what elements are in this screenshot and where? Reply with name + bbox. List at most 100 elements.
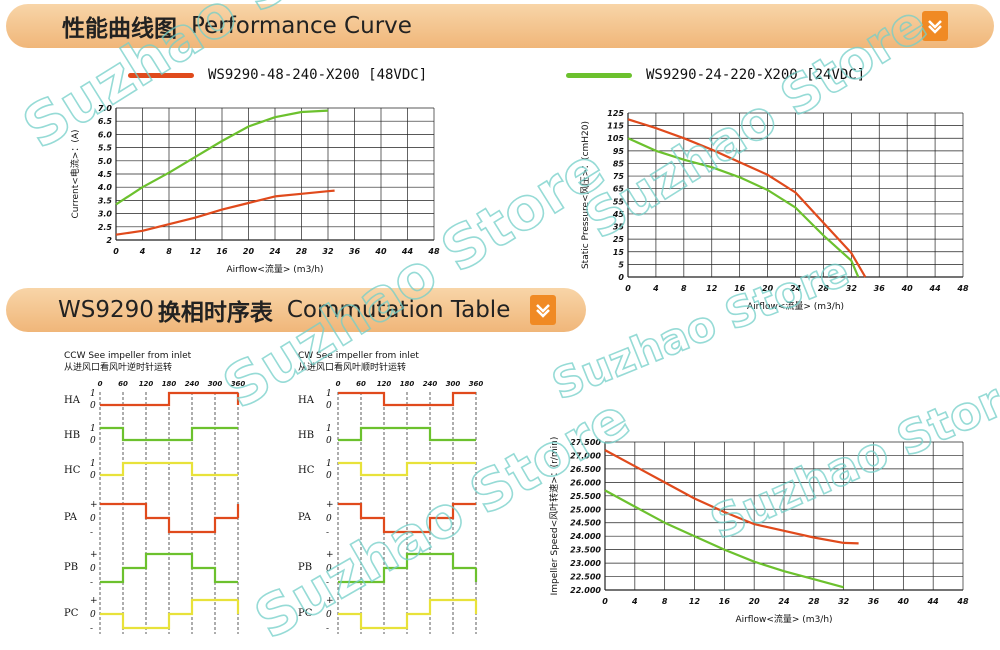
level-label: + [326, 500, 334, 510]
x-tick-label: 16 [734, 284, 746, 293]
signal-name: HA [64, 395, 81, 406]
y-tick-label: 25.000 [570, 505, 601, 514]
waveform-hb [338, 426, 476, 442]
degree-label: 60 [356, 380, 366, 388]
x-tick-label: 36 [868, 597, 880, 606]
y-tick-label: 2 [106, 236, 112, 245]
series-line-48vdc [627, 118, 867, 278]
legend-swatch-48vdc [128, 72, 194, 78]
degree-label: 300 [446, 380, 461, 388]
y-tick-label: 27.000 [570, 451, 601, 460]
level-label: 0 [90, 514, 96, 524]
waveform-hc [100, 461, 238, 477]
legend-label-48vdc: WS9290-48-240-X200 [48VDC] [208, 67, 428, 83]
series-line-48vdc [604, 449, 859, 545]
x-tick-label: 0 [625, 284, 631, 293]
series-line-48vdc [115, 189, 335, 236]
y-tick-label: 6.5 [98, 117, 113, 126]
y-tick-label: 65 [613, 185, 625, 194]
level-label: - [326, 528, 329, 538]
x-tick-label: 20 [762, 284, 774, 293]
series-line-24vdc [604, 489, 844, 589]
y-tick-label: 25 [613, 235, 625, 244]
x-tick-label: 44 [929, 284, 942, 293]
level-label: 0 [326, 471, 332, 481]
signal-name: HC [64, 465, 81, 476]
y-tick-label: 5.5 [98, 144, 113, 153]
degree-label: 0 [98, 380, 103, 388]
waveform-pa [338, 502, 476, 534]
level-label: + [90, 500, 98, 510]
x-axis-label: Airflow<流量> (m3/h) [226, 263, 323, 275]
x-axis-label: Airflow<流量> (m3/h) [747, 300, 844, 312]
timing-title: CW See impeller from inlet [298, 351, 419, 361]
y-tick-label: 85 [613, 159, 625, 168]
timing-subtitle: 从进风口看风叶逆时针运转 [64, 361, 172, 373]
degree-label: 180 [162, 380, 177, 388]
x-tick-label: 48 [956, 284, 969, 293]
x-tick-label: 4 [631, 597, 638, 606]
level-label: 1 [326, 424, 332, 434]
degree-label: 0 [336, 380, 341, 388]
x-tick-label: 28 [818, 284, 830, 293]
timing-title: CCW See impeller from inlet [64, 351, 192, 361]
y-tick-label: 55 [613, 197, 625, 206]
level-label: 1 [326, 389, 332, 399]
commutation-table-banner: WS9290 换相时序表 Commutation Table [6, 288, 586, 332]
y-tick-label: 24.500 [570, 519, 601, 528]
x-tick-label: 44 [927, 597, 940, 606]
level-label: 0 [326, 610, 332, 620]
x-tick-label: 0 [113, 247, 119, 256]
chevron-down-icon[interactable] [530, 295, 556, 325]
commutation-title-cn: 换相时序表 [157, 300, 273, 326]
level-label: + [90, 550, 98, 560]
signal-name: PC [298, 608, 313, 619]
x-tick-label: 32 [322, 247, 334, 256]
level-label: 0 [326, 514, 332, 524]
signal-name: PC [64, 608, 79, 619]
level-label: 0 [90, 436, 96, 446]
signal-name: PB [298, 562, 312, 573]
x-tick-label: 32 [838, 597, 850, 606]
degree-label: 300 [208, 380, 223, 388]
waveform-pb [338, 552, 476, 584]
x-tick-label: 16 [216, 247, 228, 256]
degree-label: 360 [469, 380, 484, 388]
level-label: - [326, 578, 329, 588]
level-label: + [90, 596, 98, 606]
y-tick-label: 45 [612, 210, 625, 219]
chevron-down-icon[interactable] [922, 11, 948, 41]
line-chart-2: 0 4 8 12 16 20 24 28 32 36 40 44 4805152535455565758… [580, 109, 969, 312]
waveform-hc [338, 461, 476, 477]
x-tick-label: 8 [662, 597, 668, 606]
degree-label: 360 [231, 380, 246, 388]
signal-name: HB [64, 430, 80, 441]
series-line-24vdc [115, 109, 329, 206]
y-tick-label: 26.000 [570, 478, 601, 487]
x-tick-label: 12 [706, 284, 718, 293]
y-tick-label: 2.5 [98, 223, 113, 232]
x-axis-label: Airflow<流量> (m3/h) [735, 613, 832, 625]
y-axis-label: Static Pressure<风压>：(cmH20) [580, 121, 591, 269]
x-tick-label: 40 [897, 597, 910, 606]
y-tick-label: 24.000 [570, 532, 601, 541]
y-tick-label: 22.500 [570, 573, 601, 582]
x-tick-label: 28 [808, 597, 820, 606]
degree-label: 180 [400, 380, 415, 388]
x-tick-label: 4 [139, 247, 146, 256]
x-tick-label: 0 [602, 597, 608, 606]
level-label: + [326, 550, 334, 560]
y-tick-label: 4.5 [97, 170, 113, 179]
waveform-pa [100, 502, 238, 534]
y-tick-label: 22.000 [570, 586, 601, 595]
degree-label: 60 [118, 380, 128, 388]
level-label: 0 [90, 401, 96, 411]
legend-swatch-24vdc [566, 72, 632, 78]
commutation-model: WS9290 [58, 297, 154, 323]
y-tick-label: 3.0 [98, 210, 113, 219]
commutation-title-en: Commutation Table [286, 297, 511, 323]
signal-name: HC [298, 465, 315, 476]
y-tick-label: 3.5 [98, 196, 113, 205]
